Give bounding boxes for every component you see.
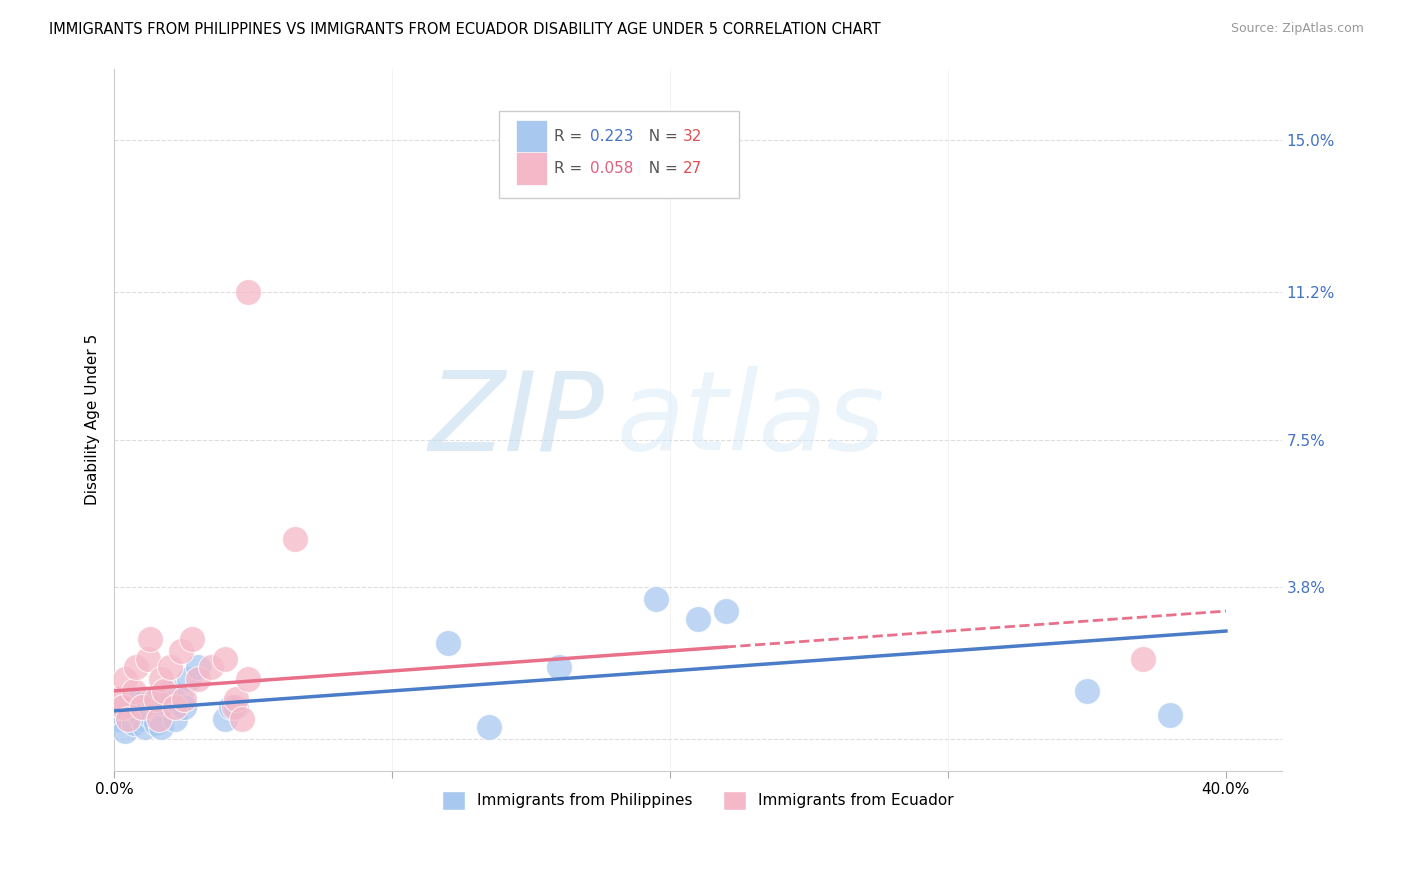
Point: [148, 704, 170, 718]
Point: [105, 712, 128, 726]
Text: atlas: atlas: [616, 366, 884, 473]
Point: [236, 285, 259, 299]
Text: 0.058: 0.058: [591, 161, 634, 176]
Point: [150, 720, 173, 734]
Y-axis label: Disability Age Under 5: Disability Age Under 5: [86, 334, 100, 505]
Point: [125, 660, 148, 674]
Point: [136, 652, 159, 666]
Point: [134, 720, 156, 734]
Point: [153, 696, 176, 710]
Point: [148, 712, 170, 726]
Point: [181, 632, 204, 646]
Text: 32: 32: [683, 129, 702, 145]
FancyBboxPatch shape: [516, 120, 547, 153]
Point: [111, 699, 134, 714]
Point: [114, 672, 136, 686]
Point: [153, 684, 176, 698]
Legend: Immigrants from Philippines, Immigrants from Ecuador: Immigrants from Philippines, Immigrants …: [436, 785, 960, 815]
Point: [222, 699, 245, 714]
Point: [125, 704, 148, 718]
Point: [159, 660, 181, 674]
Point: [173, 691, 195, 706]
Point: [159, 684, 181, 698]
Point: [139, 632, 162, 646]
Point: [111, 699, 134, 714]
Text: Source: ZipAtlas.com: Source: ZipAtlas.com: [1230, 22, 1364, 36]
Point: [1132, 652, 1154, 666]
Text: IMMIGRANTS FROM PHILIPPINES VS IMMIGRANTS FROM ECUADOR DISABILITY AGE UNDER 5 CO: IMMIGRANTS FROM PHILIPPINES VS IMMIGRANT…: [49, 22, 880, 37]
Point: [173, 699, 195, 714]
Point: [548, 660, 571, 674]
Point: [231, 712, 253, 726]
Point: [105, 691, 128, 706]
Point: [236, 672, 259, 686]
Point: [478, 720, 501, 734]
Point: [225, 691, 247, 706]
Point: [131, 712, 153, 726]
Point: [214, 652, 236, 666]
Point: [131, 699, 153, 714]
Point: [645, 592, 668, 607]
Point: [1159, 707, 1181, 722]
Point: [200, 660, 222, 674]
Point: [165, 699, 187, 714]
Point: [117, 712, 139, 726]
Point: [284, 533, 307, 547]
Point: [219, 699, 242, 714]
FancyBboxPatch shape: [516, 152, 547, 185]
Point: [170, 644, 193, 658]
Point: [150, 672, 173, 686]
Point: [122, 684, 145, 698]
Point: [120, 691, 142, 706]
Text: R =: R =: [554, 129, 588, 145]
Point: [686, 612, 709, 626]
Point: [187, 660, 209, 674]
Point: [114, 723, 136, 738]
Point: [122, 715, 145, 730]
Text: ZIP: ZIP: [429, 366, 605, 473]
Point: [187, 672, 209, 686]
Point: [225, 699, 247, 714]
Text: 27: 27: [683, 161, 702, 176]
Text: N =: N =: [640, 129, 683, 145]
Point: [170, 691, 193, 706]
Point: [136, 699, 159, 714]
Point: [1076, 684, 1098, 698]
Point: [714, 604, 737, 618]
Point: [179, 672, 201, 686]
Point: [145, 691, 167, 706]
Text: R =: R =: [554, 161, 588, 176]
Text: 0.223: 0.223: [591, 129, 634, 145]
FancyBboxPatch shape: [499, 111, 738, 198]
Point: [142, 691, 165, 706]
Point: [145, 715, 167, 730]
Point: [214, 712, 236, 726]
Text: N =: N =: [640, 161, 683, 176]
Point: [436, 636, 458, 650]
Point: [165, 712, 187, 726]
Point: [139, 707, 162, 722]
